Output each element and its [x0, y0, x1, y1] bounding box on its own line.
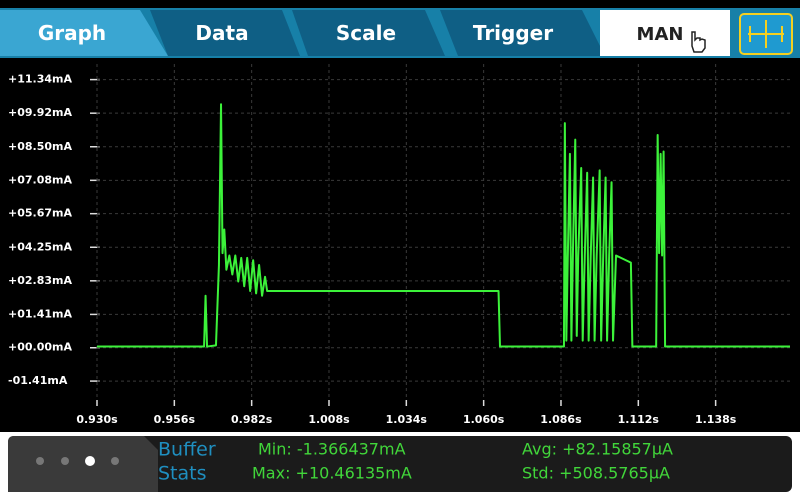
- stat-avg: Avg: +82.15857µA: [522, 440, 673, 459]
- x-tick-label: 1.008s: [308, 413, 350, 426]
- tab-label: Trigger: [473, 21, 553, 45]
- x-tick-label: 1.112s: [618, 413, 660, 426]
- stat-std: Std: +508.5765µA: [522, 464, 670, 483]
- y-tick-label: -01.41mA: [8, 374, 68, 387]
- x-tick-label: 0.930s: [76, 413, 118, 426]
- tab-label: Graph: [38, 21, 106, 45]
- page-dot-active: [85, 456, 95, 466]
- mode-button[interactable]: [600, 10, 730, 56]
- tab-label: Data: [195, 21, 248, 45]
- swipe-panel[interactable]: [8, 436, 158, 492]
- tab-scale[interactable]: [292, 10, 445, 56]
- page-dot: [111, 457, 119, 465]
- y-tick-label: +04.25mA: [8, 240, 72, 253]
- x-tick-label: 0.982s: [231, 413, 273, 426]
- tab-trigger[interactable]: [440, 10, 605, 56]
- x-tick-label: 0.956s: [154, 413, 196, 426]
- y-tick-label: +07.08mA: [8, 173, 72, 186]
- stat-min: Min: -1.366437mA: [258, 440, 406, 459]
- tab-label: Scale: [336, 21, 396, 45]
- stat-max: Max: +10.46135mA: [252, 464, 412, 483]
- x-tick-label: 1.034s: [386, 413, 428, 426]
- page-dot: [36, 457, 44, 465]
- page-dot: [61, 457, 69, 465]
- y-tick-label: +08.50mA: [8, 140, 72, 153]
- plot: +11.34mA +09.92mA +08.50mA +07.08mA +05.67mA…: [8, 64, 790, 426]
- hand-icon: [691, 31, 706, 53]
- tab-data[interactable]: [150, 10, 300, 56]
- y-tick-label: +11.34mA: [8, 73, 72, 86]
- x-tick-label: 1.138s: [695, 413, 737, 426]
- waveform: [97, 103, 790, 348]
- y-tick-label: +02.83mA: [8, 274, 72, 287]
- y-tick-label: +01.41mA: [8, 307, 72, 320]
- x-tick-label: 1.086s: [540, 413, 582, 426]
- y-tick-label: +09.92mA: [8, 106, 72, 119]
- crosshair-icon: [748, 20, 784, 48]
- y-tick-label: +05.67mA: [8, 207, 72, 220]
- stats-panel: [8, 436, 792, 492]
- x-tick-label: 1.060s: [463, 413, 505, 426]
- mode-label: MAN: [637, 24, 684, 45]
- buffer-stats-label: Stats: [158, 463, 207, 485]
- y-tick-label: +00.00mA: [8, 341, 72, 354]
- buffer-stats-label: Buffer: [158, 439, 216, 461]
- tab-graph[interactable]: [0, 10, 168, 56]
